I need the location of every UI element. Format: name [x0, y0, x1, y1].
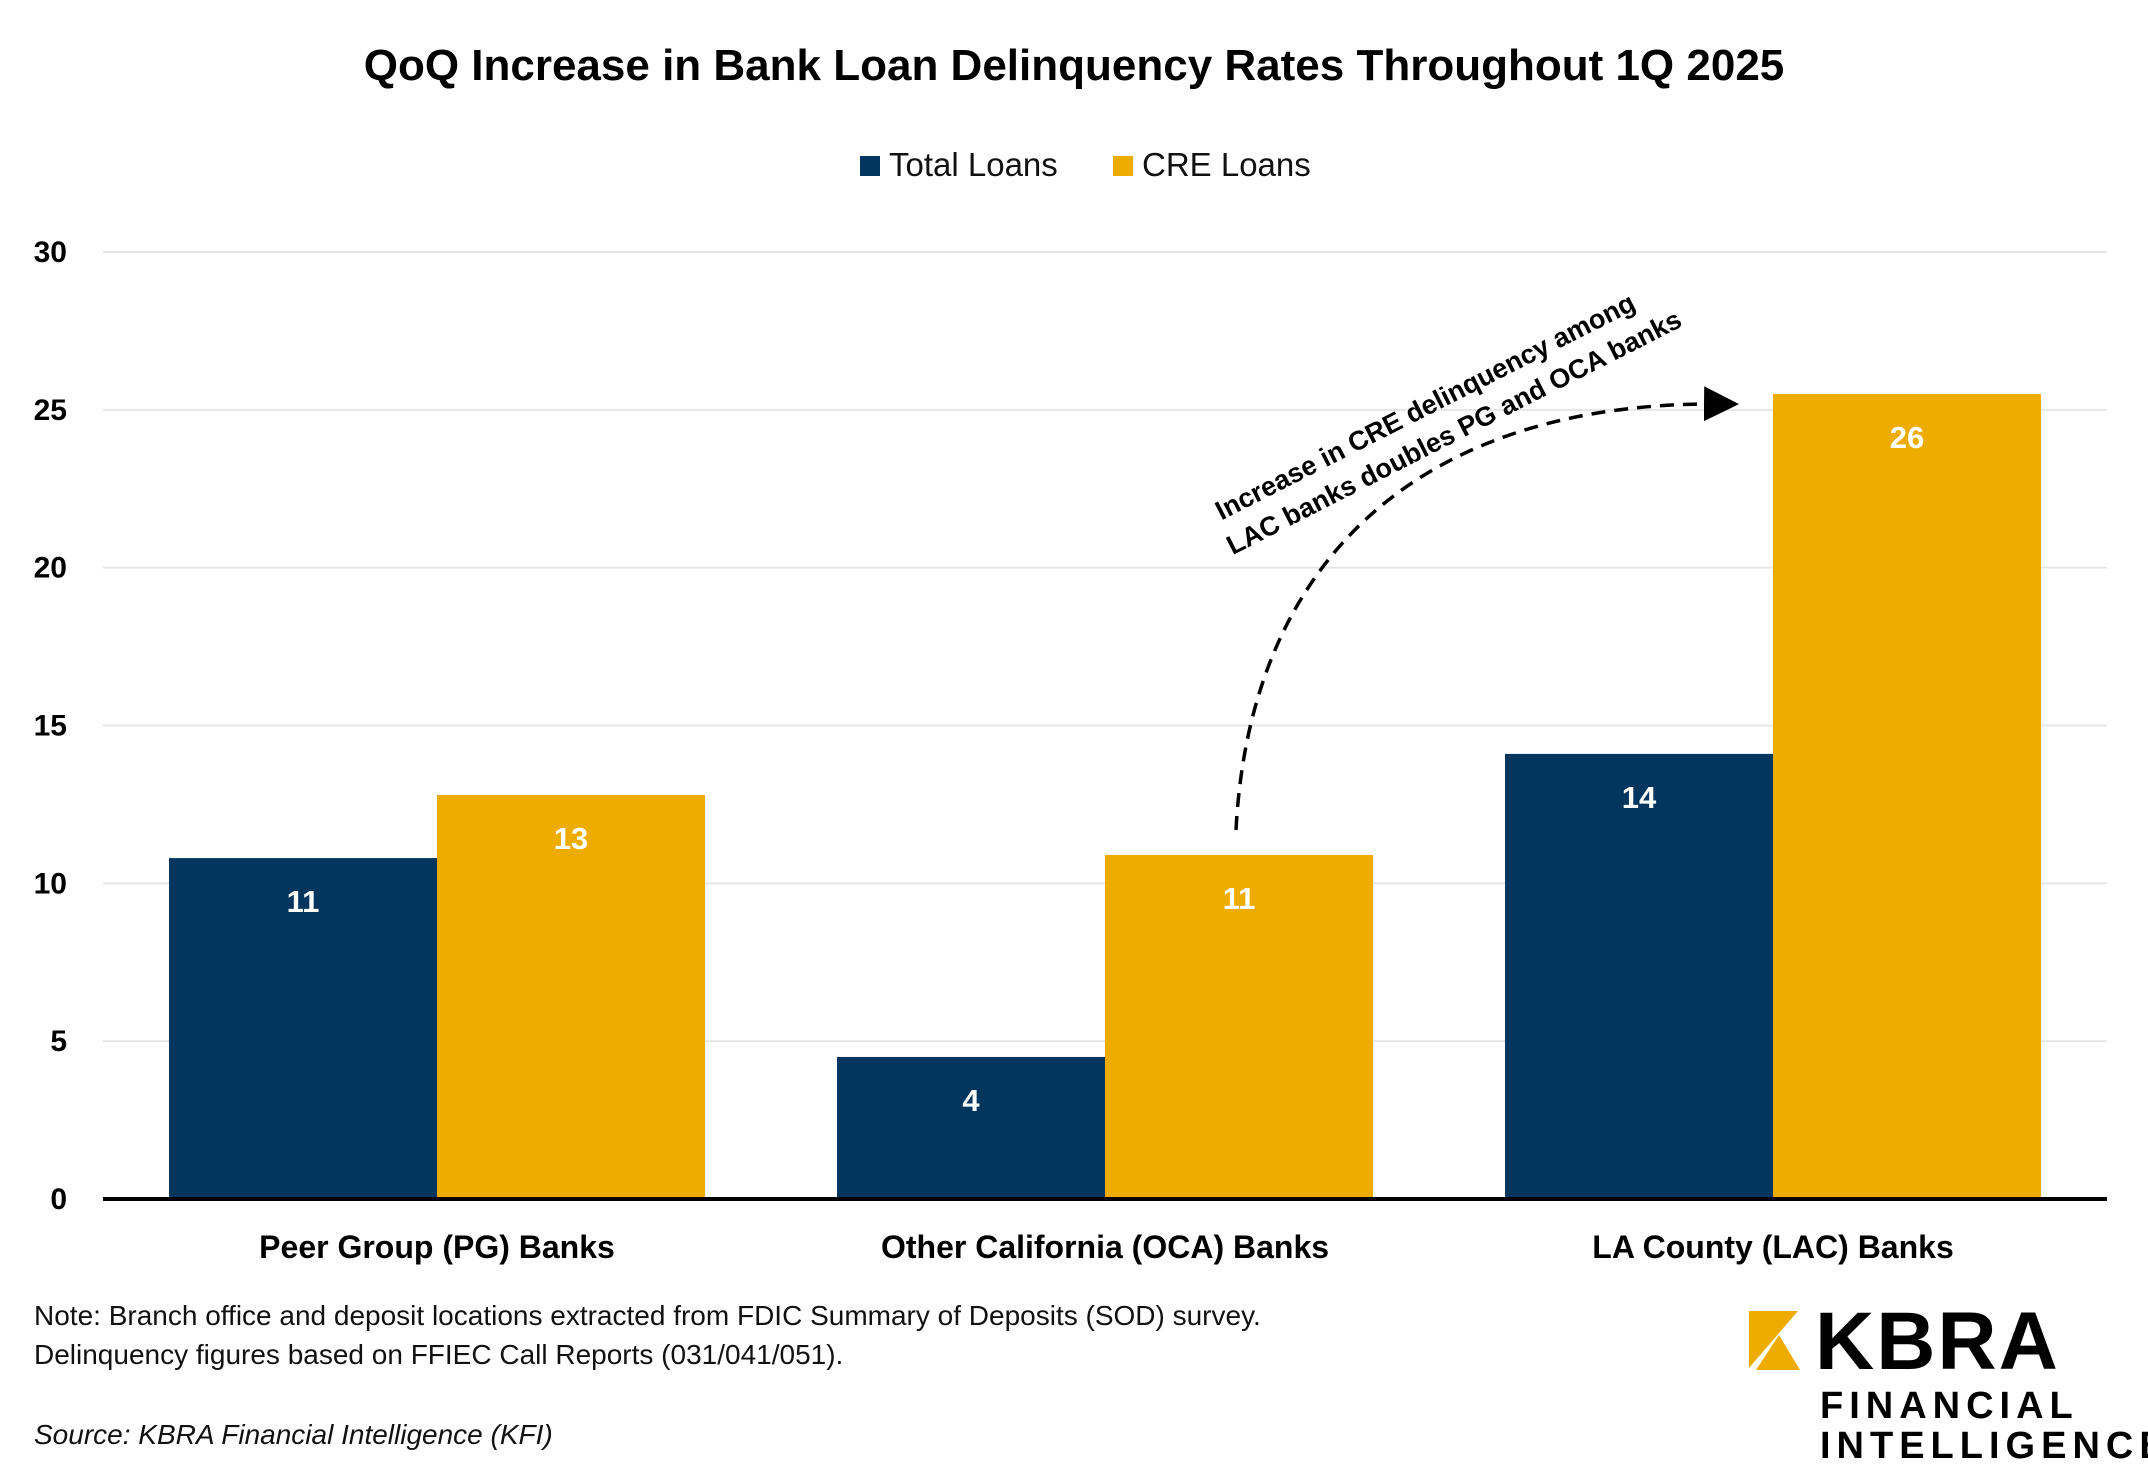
kbra-logo: KBRA FINANCIAL INTELLIGENCE: [1749, 1296, 2148, 1467]
bar-total-loans: [1505, 753, 1773, 1199]
y-tick-label: 10: [34, 867, 67, 900]
data-label: 14: [1622, 780, 1657, 815]
bar-cre-loans: [437, 794, 705, 1199]
source-text: Source: KBRA Financial Intelligence (KFI…: [34, 1419, 553, 1450]
logo-mark-lower-icon: [1756, 1335, 1800, 1370]
y-axis: 0 5 10 15 20 25 30: [34, 236, 67, 1216]
data-label: 13: [554, 821, 588, 856]
y-tick-label: 15: [34, 710, 67, 743]
annotation-arrow: [1234, 386, 1739, 831]
logo-wordmark: KBRA: [1815, 1296, 2060, 1387]
data-label: 11: [287, 884, 320, 919]
y-tick-label: 25: [34, 394, 67, 427]
legend: Total Loans CRE Loans: [860, 146, 1311, 183]
bars: 11 13 4 11 14 26: [169, 394, 2041, 1199]
y-tick-label: 20: [34, 552, 67, 585]
logo-mark-icon: [1749, 1311, 1798, 1368]
y-tick-label: 5: [50, 1025, 67, 1058]
legend-label-cre-loans: CRE Loans: [1142, 146, 1311, 183]
logo-line-1: FINANCIAL: [1820, 1385, 2079, 1427]
x-category-label: Peer Group (PG) Banks: [259, 1229, 615, 1265]
data-label: 11: [1223, 881, 1256, 916]
bar-total-loans: [837, 1056, 1105, 1199]
x-category-label: Other California (OCA) Banks: [881, 1229, 1329, 1265]
x-axis: Peer Group (PG) Banks Other California (O…: [259, 1229, 1954, 1265]
bar-cre-loans: [1773, 394, 2041, 1199]
logo-line-2: INTELLIGENCE: [1820, 1425, 2148, 1467]
legend-swatch-total-loans: [860, 156, 880, 176]
annotation-line-1: Increase in CRE delinquency among: [1210, 287, 1639, 526]
annotation: Increase in CRE delinquency among LAC ba…: [1210, 287, 1739, 831]
legend-swatch-cre-loans: [1113, 156, 1133, 176]
y-tick-label: 30: [34, 236, 67, 269]
note-line-2: Delinquency figures based on FFIEC Call …: [34, 1339, 843, 1370]
annotation-line-2: LAC banks doubles PG and OCA banks: [1222, 304, 1687, 560]
note-line-1: Note: Branch office and deposit location…: [34, 1300, 1261, 1331]
data-label: 4: [962, 1083, 980, 1118]
bar-total-loans: [169, 858, 437, 1199]
data-label: 26: [1890, 420, 1924, 455]
chart-title: QoQ Increase in Bank Loan Delinquency Ra…: [364, 41, 1785, 90]
bar-cre-loans: [1105, 854, 1373, 1199]
legend-label-total-loans: Total Loans: [889, 146, 1058, 183]
x-category-label: LA County (LAC) Banks: [1592, 1229, 1953, 1265]
y-tick-label: 0: [50, 1183, 67, 1216]
